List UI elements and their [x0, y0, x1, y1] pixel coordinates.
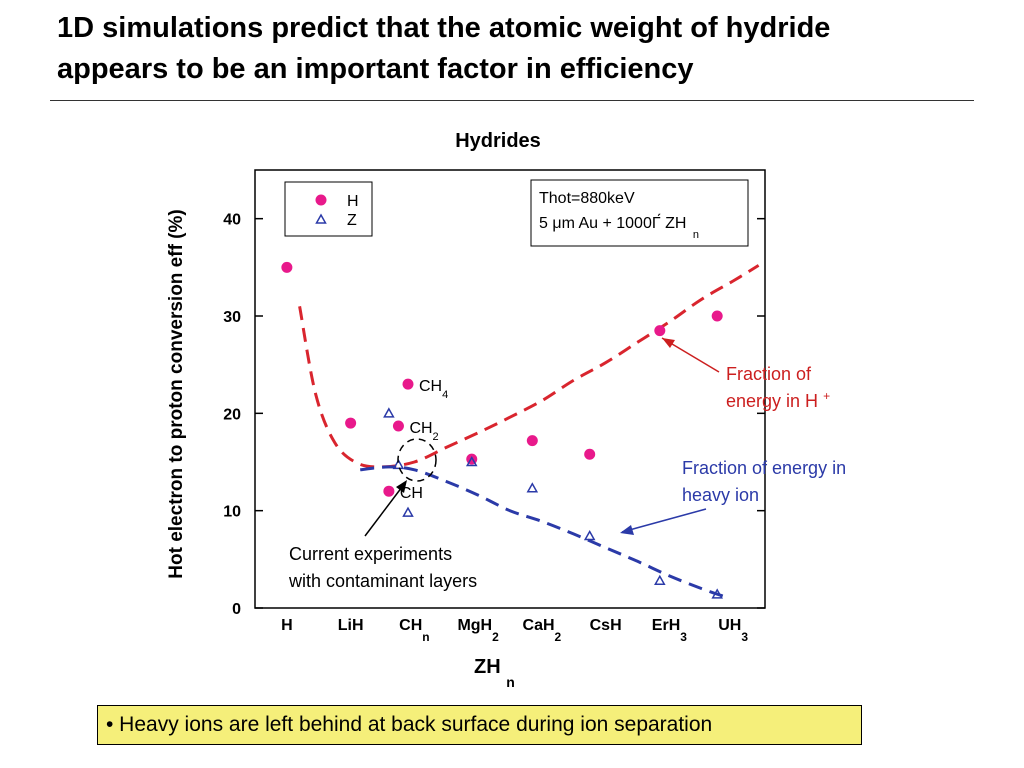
x-category-label: CHn: [399, 617, 429, 644]
z-data-point: [526, 482, 539, 493]
z-series-points: [383, 407, 723, 599]
h-series-points: [281, 261, 723, 497]
h-data-point: [402, 378, 414, 390]
x-category-label: UH3: [718, 617, 748, 644]
y-tick-label: 0: [232, 601, 241, 618]
y-axis-ticks: 0 10 20 30 40: [223, 212, 765, 618]
experiments-arrowhead: [396, 480, 407, 493]
bullet-box: • Heavy ions are left behind at back sur…: [97, 705, 862, 745]
point-label-main: CH: [409, 420, 432, 437]
parameters-box: Thot=880keV 5 μm Au + 1000Γ́ ZH n: [530, 179, 749, 247]
parameters-line-2-sub: n: [693, 229, 699, 241]
h-data-point: [392, 420, 404, 432]
z-data-point: [465, 455, 478, 467]
h-fraction-label: Fraction of energy in H +: [726, 364, 830, 411]
point-label-subscript: 2: [433, 431, 439, 443]
h-data-point: [383, 485, 395, 497]
y-tick-label: 40: [223, 212, 241, 229]
h-data-point: [711, 310, 723, 322]
y-tick-label: 10: [223, 504, 241, 521]
h-data-point: [281, 261, 293, 273]
z-data-point: [402, 506, 414, 517]
x-category-main: UH: [718, 617, 741, 634]
x-category-subscript: 3: [741, 630, 748, 644]
parameters-frame: [530, 179, 749, 247]
slide-title: 1D simulations predict that the atomic w…: [57, 8, 997, 90]
x-category-label: ErH3: [652, 617, 687, 644]
title-line-2: appears to be an important factor in eff…: [57, 53, 694, 85]
h-fraction-label-line-1: Fraction of: [726, 364, 812, 384]
point-label: CH2: [409, 420, 438, 443]
x-category-label: CsH: [590, 617, 622, 634]
point-label: CH: [400, 485, 423, 502]
experiments-label-line-2: with contaminant layers: [288, 571, 477, 591]
x-category-label: MgH2: [457, 617, 499, 644]
parameters-line-2-main: 5 μm Au + 1000Γ́ ZH: [539, 212, 686, 232]
z-data-point: [583, 529, 596, 541]
z-fraction-arrow: [621, 508, 707, 533]
x-category-subscript: 2: [555, 630, 562, 644]
y-tick-label: 20: [223, 406, 241, 423]
plot-frame: [254, 169, 766, 609]
y-tick-label: 30: [223, 309, 241, 326]
chart-title: Hydrides: [455, 130, 541, 152]
x-category-label: CaH2: [523, 617, 562, 644]
z-fraction-arrowhead: [620, 525, 634, 535]
experiments-arrow: [364, 482, 406, 537]
h-data-point: [345, 417, 357, 429]
x-category-main: CH: [399, 617, 422, 634]
legend: H Z: [284, 181, 373, 237]
x-category-subscript: n: [422, 630, 429, 644]
h-data-point: [654, 325, 666, 337]
legend-z-label: Z: [347, 212, 357, 229]
parameters-line-2: 5 μm Au + 1000Γ́ ZH n: [539, 212, 699, 241]
title-line-1: 1D simulations predict that the atomic w…: [57, 12, 831, 44]
z-fraction-label: Fraction of energy in heavy ion: [682, 458, 851, 505]
h-fraction-trend-line: [298, 264, 760, 469]
point-label-main: CH: [419, 378, 442, 395]
x-category-main: LiH: [338, 617, 364, 634]
title-divider: [50, 100, 974, 101]
parameters-line-1: Thot=880keV: [539, 190, 635, 207]
h-fraction-arrowhead: [662, 338, 675, 348]
z-data-point: [392, 458, 405, 470]
x-category-main: ErH: [652, 617, 680, 634]
z-fraction-label-line-1: Fraction of energy in: [682, 458, 846, 478]
x-axis-title: ZH n: [474, 656, 515, 690]
experiments-label: Current experiments with contaminant lay…: [288, 544, 477, 591]
z-fraction-label-line-2: heavy ion: [682, 485, 759, 505]
x-category-main: CsH: [590, 617, 622, 634]
h-data-point: [584, 448, 596, 460]
legend-z-marker: [315, 213, 327, 224]
experiments-label-line-1: Current experiments: [289, 544, 452, 564]
x-category-subscript: 3: [680, 630, 687, 644]
point-label: CH4: [419, 378, 448, 401]
h-data-point: [526, 435, 538, 447]
z-data-point: [654, 574, 666, 585]
legend-h-marker: [315, 194, 327, 206]
x-category-main: H: [281, 617, 293, 634]
h-fraction-label-superscript: +: [823, 389, 830, 403]
z-data-point: [711, 588, 723, 599]
h-fraction-label-line-2: energy in H: [726, 391, 818, 411]
x-category-label: H: [281, 617, 293, 634]
legend-box: [284, 181, 373, 237]
x-category-main: CaH: [523, 617, 555, 634]
hydrides-chart: Hydrides Hot electron to proton conversi…: [166, 130, 851, 690]
point-label-subscript: 4: [442, 389, 448, 401]
x-category-label: LiH: [338, 617, 364, 634]
z-fraction-trend-line: [360, 465, 725, 598]
x-category-main: MgH: [457, 617, 492, 634]
x-category-subscript: 2: [492, 630, 499, 644]
x-axis-title-main: ZH: [474, 656, 501, 678]
z-data-point: [383, 407, 395, 418]
point-label-main: CH: [400, 485, 423, 502]
x-axis-title-sub: n: [506, 674, 515, 690]
y-axis-title: Hot electron to proton conversion eff (%…: [166, 209, 187, 578]
legend-h-label: H: [347, 193, 359, 210]
contaminant-highlight-circle: [397, 438, 437, 482]
